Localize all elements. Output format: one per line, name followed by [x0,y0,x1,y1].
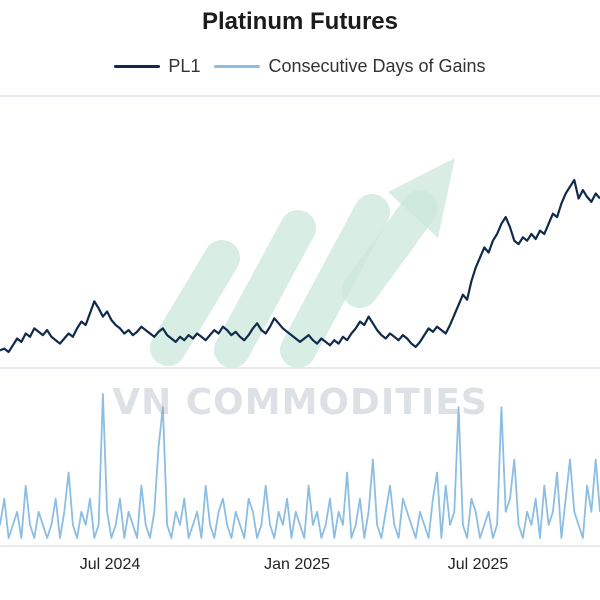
x-tick-label-jan-2025: Jan 2025 [264,556,330,573]
legend-item-gains: Consecutive Days of Gains [214,56,486,77]
x-tick-label-jul-2025: Jul 2025 [447,556,509,573]
x-tick-label-jul-2024: Jul 2024 [79,556,141,573]
arrow-stroke-3 [280,194,390,368]
legend: PL1 Consecutive Days of Gains [0,56,600,77]
legend-item-pl1: PL1 [114,56,200,77]
chart-title: Platinum Futures [201,8,399,35]
series-line-gains [0,393,600,539]
arrow-shaft [342,190,438,308]
legend-swatch-pl1 [114,65,161,68]
legend-label-pl1: PL1 [168,56,201,76]
arrow-decoration-group [150,158,455,368]
legend-label-gains: Consecutive Days of Gains [268,56,486,76]
series-line-pl1 [0,178,600,354]
arrow-stroke-2 [214,210,316,368]
legend-swatch-gains [214,65,261,68]
arrow-stroke-1 [150,240,240,366]
